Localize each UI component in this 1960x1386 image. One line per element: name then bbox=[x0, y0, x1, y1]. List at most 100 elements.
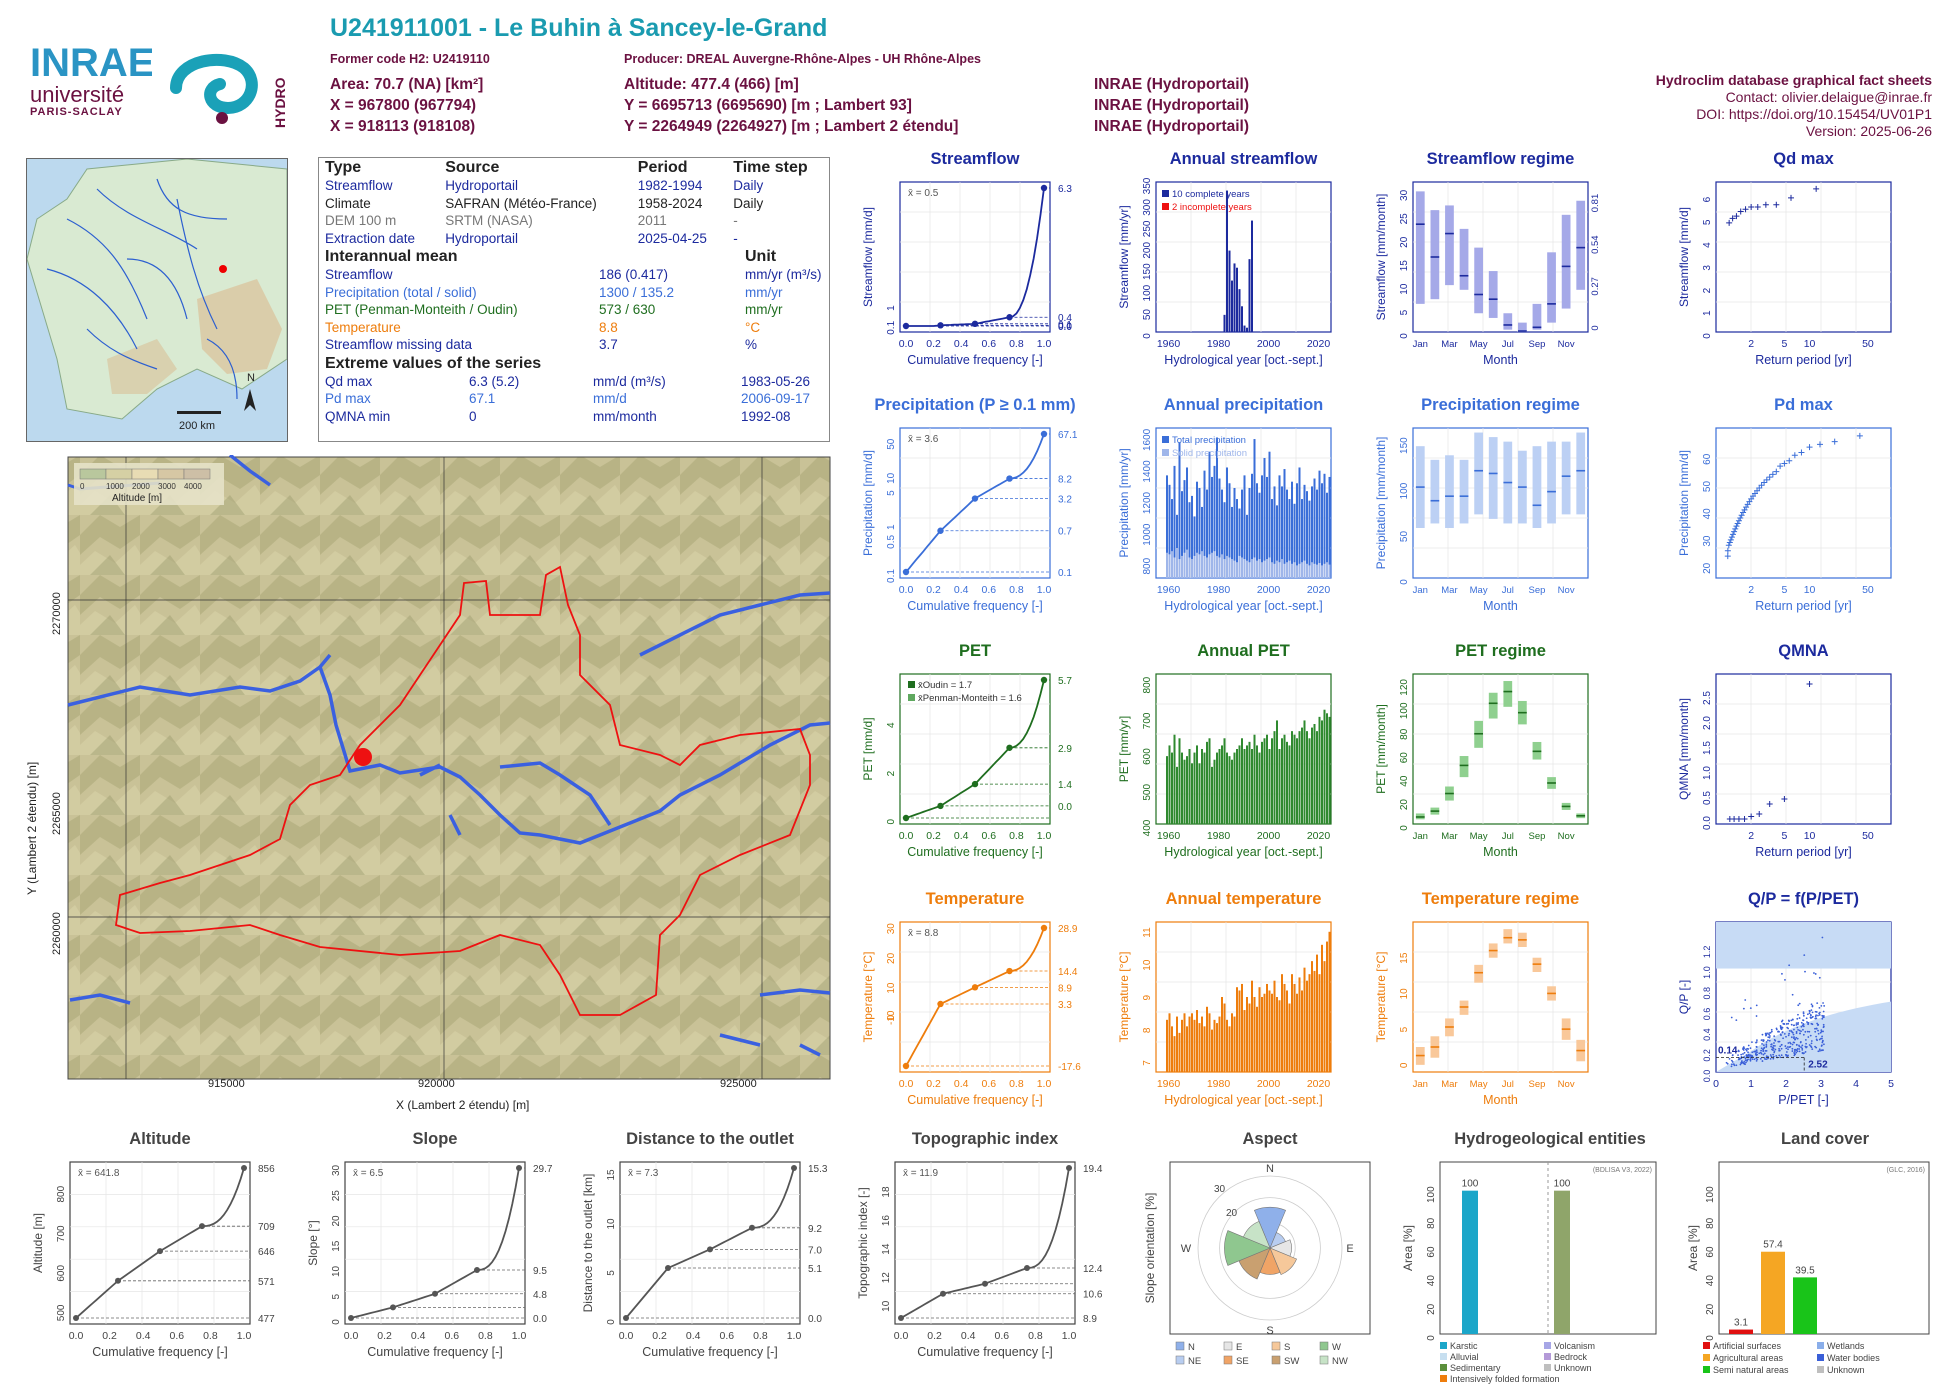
y-tick-label: 80 bbox=[1705, 1217, 1716, 1229]
annual-bar bbox=[1326, 713, 1328, 824]
y-axis-label: Topographic index [-] bbox=[856, 1187, 870, 1298]
plot-frame bbox=[1715, 427, 1892, 579]
x-tick-label: 0.4 bbox=[411, 1330, 426, 1342]
annual-bar bbox=[1171, 499, 1173, 578]
scatter-point bbox=[1809, 1034, 1812, 1037]
y-tick-label: 0 bbox=[1399, 579, 1410, 585]
scatter-point bbox=[1765, 1055, 1768, 1058]
scatter-point bbox=[1763, 1052, 1766, 1055]
data-point bbox=[1727, 536, 1734, 543]
right-tick-label: 4.8 bbox=[533, 1290, 547, 1301]
annual-bar bbox=[1306, 980, 1308, 1072]
annual-bar bbox=[1181, 491, 1183, 578]
plot-frame bbox=[899, 427, 1051, 579]
scatter-point bbox=[1751, 1058, 1754, 1060]
annual-bar bbox=[1258, 987, 1261, 1072]
regime-box bbox=[1532, 446, 1542, 528]
doi[interactable]: DOI: https://doi.org/10.15454/UV01P1 bbox=[1696, 106, 1932, 122]
scatter-point bbox=[1759, 1058, 1762, 1060]
legend-swatch bbox=[1271, 1355, 1281, 1365]
legend-swatch bbox=[1703, 1366, 1710, 1373]
left-tick-label: 700 bbox=[56, 1225, 67, 1242]
scatter-point bbox=[1793, 1050, 1796, 1053]
legend-swatch bbox=[908, 694, 915, 701]
solid-bar bbox=[1238, 555, 1241, 578]
x-tick-label: 5 bbox=[1781, 830, 1787, 842]
left-tick-label: 25 bbox=[331, 1190, 342, 1202]
regime-box bbox=[1445, 205, 1454, 286]
data-point bbox=[1756, 811, 1763, 817]
annual-bar bbox=[1168, 1013, 1171, 1072]
annual-bar bbox=[1318, 716, 1321, 824]
plot-frame bbox=[1715, 673, 1892, 825]
x-tick-label: 1.0 bbox=[1037, 584, 1052, 596]
x-tick-label: 1980 bbox=[1207, 1078, 1231, 1090]
quantile-point bbox=[749, 1224, 755, 1231]
altitude-legend-tick: 4000 bbox=[184, 482, 202, 491]
y-tick-label: 800 bbox=[1142, 557, 1153, 574]
chart-panel: PET regime Jan Mar May Jul Sep Nov 0 20 40 60 80 100… bbox=[1374, 642, 1589, 859]
solid-bar bbox=[1208, 554, 1211, 578]
quantile-point bbox=[1040, 676, 1048, 684]
solid-bar bbox=[1226, 555, 1228, 578]
scatter-point bbox=[1756, 1053, 1759, 1056]
annual-bar bbox=[1233, 263, 1236, 332]
y-tick-label: 0 bbox=[1399, 825, 1410, 831]
scatter-point bbox=[1772, 1053, 1775, 1056]
right-tick-label: 0.0 bbox=[533, 1314, 547, 1325]
chart-panel: Topographic index 19.4 12.4 10.6 8.9 10 12 14 16… bbox=[856, 1130, 1103, 1359]
scatter-point bbox=[1777, 1030, 1779, 1033]
quantile-point bbox=[73, 1315, 79, 1321]
annual-bar bbox=[1313, 970, 1316, 1072]
regime-box bbox=[1488, 437, 1498, 519]
legend-label: Total precipitation bbox=[1172, 435, 1246, 446]
y-tick-label: 500 bbox=[1142, 784, 1153, 801]
scatter-point bbox=[1745, 1049, 1748, 1052]
x-tick-label: Jan bbox=[1413, 1079, 1428, 1090]
y-tick-label: 1.2 bbox=[1702, 946, 1712, 959]
x-tick-label: 0.4 bbox=[954, 584, 969, 596]
contact[interactable]: Contact: olivier.delaigue@inrae.fr bbox=[1725, 89, 1932, 105]
logo-universite: université bbox=[30, 82, 125, 107]
scatter-point bbox=[1730, 1063, 1733, 1066]
right-tick-label: 0 bbox=[1590, 325, 1601, 330]
annual-bar bbox=[1213, 465, 1216, 578]
left-tick-label: 5 bbox=[606, 1270, 617, 1276]
solid-bar bbox=[1251, 559, 1253, 578]
scatter-point bbox=[1755, 1004, 1758, 1007]
chart-title: Pd max bbox=[1774, 396, 1834, 414]
y-tick-label: 20 bbox=[1399, 799, 1410, 811]
data-point bbox=[1769, 471, 1776, 478]
x-tick-label: 0.4 bbox=[954, 1078, 969, 1090]
annual-bar bbox=[1298, 731, 1301, 824]
solid-bar bbox=[1288, 560, 1291, 578]
annual-bar bbox=[1271, 738, 1273, 824]
legend-swatch bbox=[1440, 1353, 1447, 1360]
y-axis-label: Streamflow [mm/month] bbox=[1374, 194, 1388, 321]
data-point bbox=[1748, 813, 1755, 820]
data-point bbox=[1737, 208, 1744, 215]
chart-title: Annual temperature bbox=[1166, 890, 1322, 908]
x-tick-label: 0.2 bbox=[927, 1330, 942, 1342]
france-map-svg: 200 km N bbox=[27, 159, 287, 441]
legend-swatch bbox=[1544, 1342, 1551, 1349]
annual-bar bbox=[1263, 738, 1266, 824]
scatter-point bbox=[1773, 1050, 1776, 1053]
scatter-point bbox=[1775, 1054, 1778, 1057]
scatter-point bbox=[1787, 1019, 1790, 1022]
left-tick-label: 0.1 bbox=[886, 569, 897, 583]
chart-panel: Pd max 2 5 10 50 20 30 40 50 60 Return period [yr]… bbox=[1677, 396, 1892, 613]
scatter-point bbox=[1804, 1051, 1807, 1053]
legend-swatch bbox=[1703, 1342, 1710, 1349]
data-point bbox=[1726, 219, 1733, 226]
y-axis-label: Distance to the outlet [km] bbox=[581, 1174, 595, 1313]
scatter-point bbox=[1795, 1051, 1798, 1054]
left-tick-label: 0.5 bbox=[886, 534, 897, 548]
plot-frame bbox=[1412, 427, 1589, 579]
x-tick-label: 5 bbox=[1888, 1078, 1894, 1090]
hydro-logo bbox=[164, 48, 274, 133]
chart-title: Temperature bbox=[926, 890, 1025, 908]
x-tick-label: 0.2 bbox=[102, 1330, 117, 1342]
x-tick-label: 0.6 bbox=[719, 1330, 734, 1342]
scatter-point bbox=[1784, 1045, 1787, 1047]
